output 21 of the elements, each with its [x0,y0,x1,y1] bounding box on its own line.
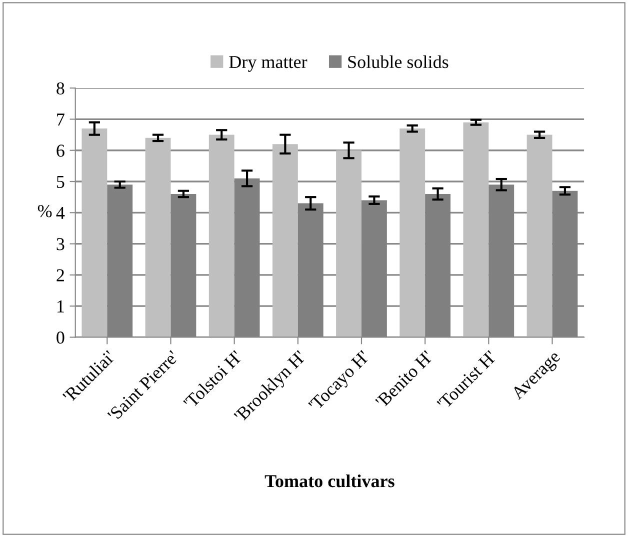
y-tick-label: 3 [56,238,64,250]
legend-label: Dry matter [229,56,308,72]
y-tick-label: 4 [56,207,65,219]
bar [82,128,108,338]
legend-label: Soluble solids [348,55,448,68]
x-axis-title: Tomato cultivars [264,474,394,488]
bar [526,134,552,338]
bar [272,144,298,338]
y-tick-label: 1 [58,300,64,312]
bar [208,134,234,338]
y-tick-label: 8 [56,82,64,95]
y-tick-label: 5 [56,176,64,188]
y-tick-label: 7 [57,114,64,126]
y-tick-label: 2 [56,269,64,282]
bar [336,150,362,338]
y-tick-label: 0 [56,331,64,344]
bar [400,128,426,338]
y-axis-title: % [38,204,52,218]
bar [145,138,171,338]
y-tick-label: 6 [56,144,64,157]
bar [463,122,489,338]
